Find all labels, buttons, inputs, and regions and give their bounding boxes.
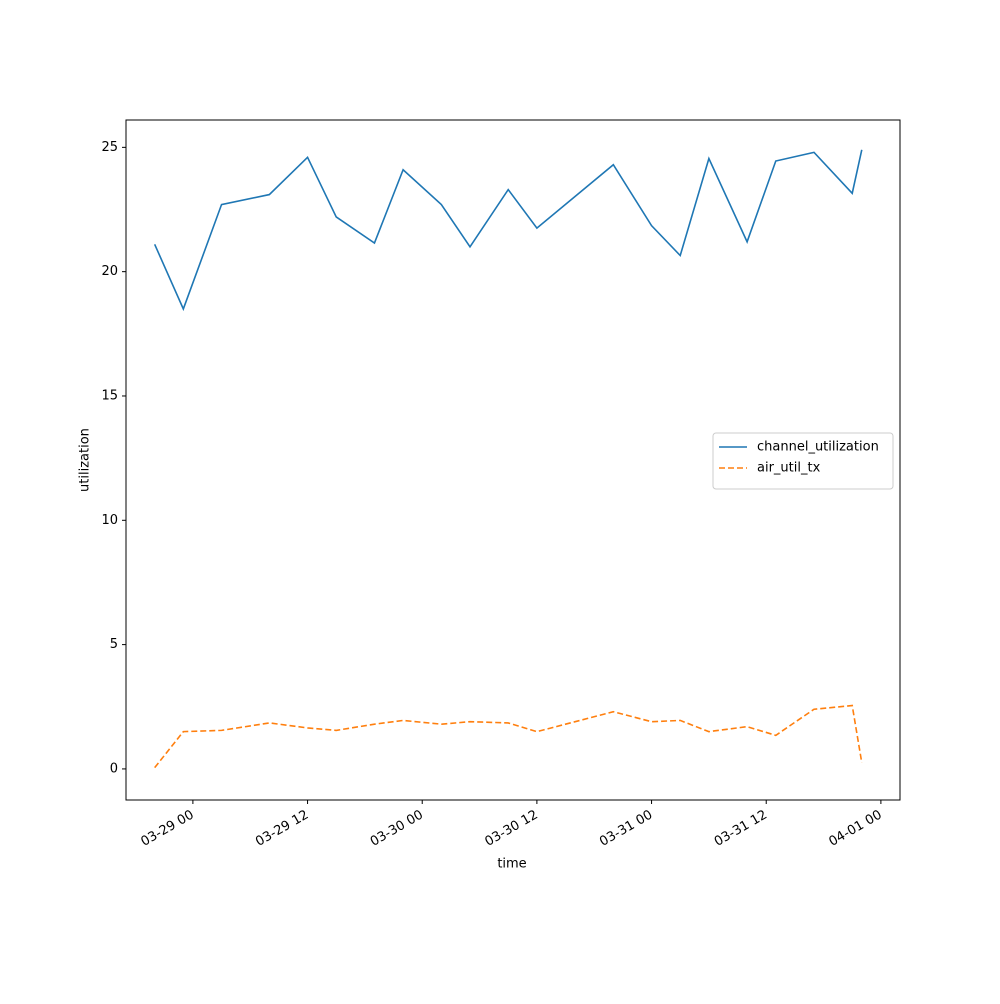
line-series [153,149,863,312]
legend-label: channel_utilization [757,440,879,455]
plot-frame [125,119,901,801]
legend-label: air_util_tx [757,461,821,476]
x-axis-label: time [497,857,526,872]
y-axis-label: utilization [78,428,93,492]
y-tick-label: 10 [101,513,118,528]
y-tick-label: 0 [110,761,118,776]
line-series [154,704,863,769]
legend-box [712,432,894,490]
y-tick-label: 15 [101,388,118,403]
y-tick-label: 5 [110,637,118,652]
y-tick-label: 25 [101,140,118,155]
y-tick-label: 20 [101,264,118,279]
